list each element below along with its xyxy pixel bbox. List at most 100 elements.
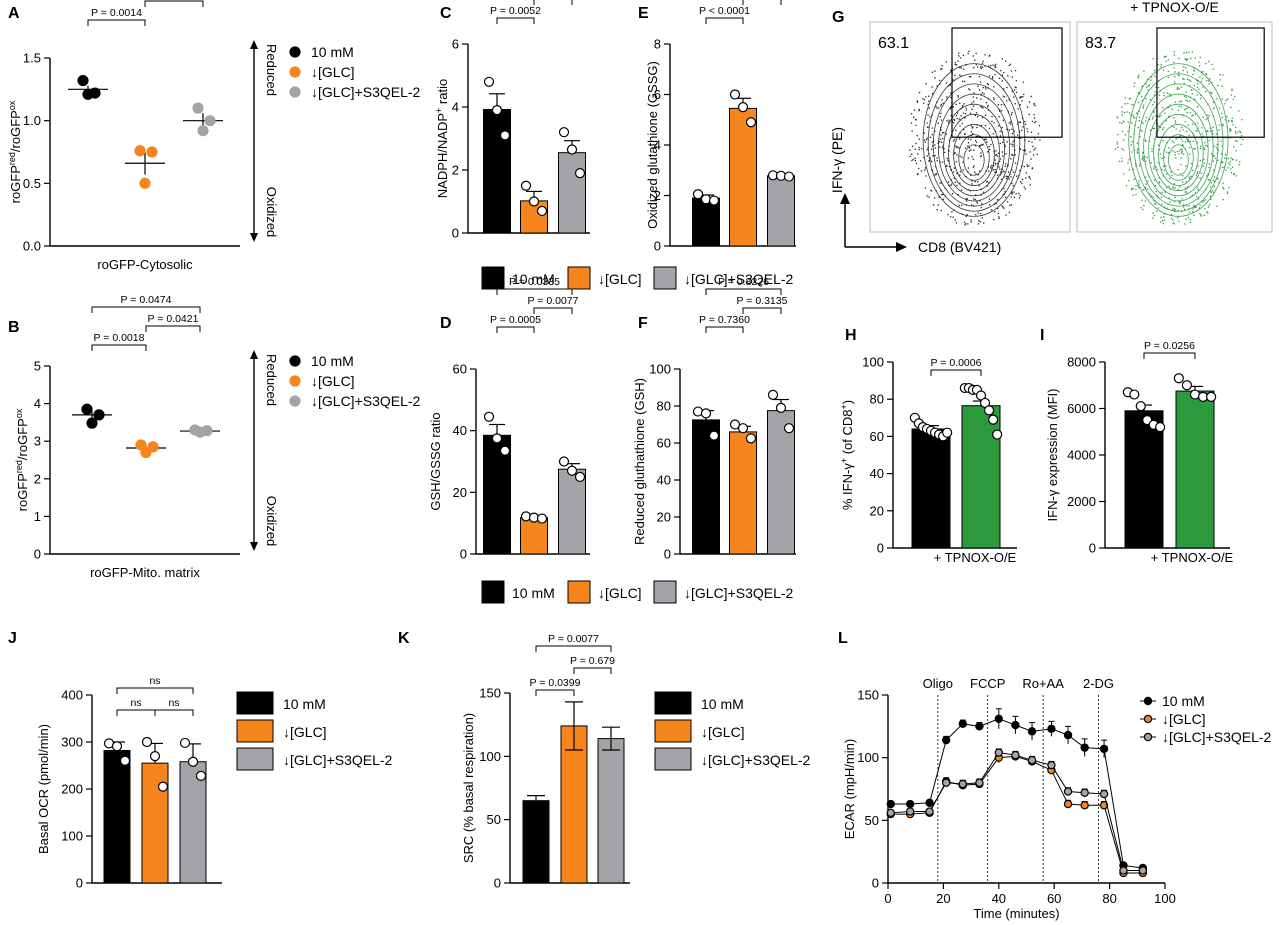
event-dot [973, 149, 975, 151]
event-dot [1169, 104, 1171, 106]
event-dot [1185, 96, 1188, 98]
event-dot [980, 212, 982, 215]
arrow-head [250, 233, 258, 242]
event-dot [970, 125, 973, 127]
significance-bracket [533, 0, 573, 5]
event-dot [1228, 187, 1230, 189]
legend-swatch [653, 580, 677, 604]
event-dot [916, 135, 918, 137]
event-dot [939, 161, 941, 163]
event-dot [1117, 117, 1119, 119]
y-axis-label-part: (of CD8 [840, 409, 855, 457]
event-dot [1130, 189, 1133, 191]
event-dot [1158, 182, 1160, 184]
event-dot [988, 198, 991, 200]
event-dot [980, 98, 982, 100]
significance-bracket [930, 369, 982, 376]
event-dot [1173, 201, 1176, 203]
event-dot [968, 150, 970, 152]
event-dot [1151, 118, 1154, 120]
event-dot [1222, 166, 1224, 169]
event-dot [1200, 172, 1202, 174]
event-dot [973, 100, 975, 103]
event-dot [1155, 132, 1157, 134]
event-dot [1227, 167, 1229, 169]
event-dot [1222, 182, 1224, 184]
event-dot [924, 141, 926, 143]
event-dot [934, 70, 936, 72]
data-point [195, 770, 207, 781]
event-dot [940, 209, 942, 212]
event-dot [919, 160, 922, 162]
data-point [994, 714, 1004, 724]
event-dot [948, 119, 950, 121]
event-dot [1162, 69, 1165, 71]
data-point [942, 427, 953, 438]
arrow-head [250, 542, 258, 551]
data-point [975, 778, 984, 787]
event-dot [953, 167, 956, 169]
event-dot [951, 211, 953, 213]
data-point [82, 88, 94, 100]
event-dot [990, 167, 992, 169]
event-dot [1210, 182, 1213, 184]
significance-bracket [496, 17, 535, 24]
event-dot [980, 144, 982, 146]
event-dot [1025, 177, 1027, 179]
event-dot [1008, 129, 1011, 131]
significance-bracket [91, 344, 147, 351]
event-dot [958, 147, 960, 149]
event-dot [981, 203, 983, 205]
event-dot [1033, 103, 1035, 105]
event-dot [998, 166, 1000, 168]
event-dot [997, 125, 1000, 127]
event-dot [1008, 211, 1011, 214]
event-dot [1187, 124, 1189, 126]
event-dot [1163, 216, 1165, 218]
data-point [194, 426, 206, 438]
event-dot [994, 66, 996, 69]
event-dot [1152, 58, 1154, 60]
event-dot [953, 177, 956, 179]
event-dot [1173, 61, 1175, 64]
event-dot [986, 141, 988, 143]
event-dot [1137, 126, 1139, 129]
event-dot [1180, 157, 1182, 159]
event-dot [1141, 155, 1144, 157]
event-dot [1028, 165, 1030, 167]
event-dot [976, 135, 979, 138]
event-dot [1019, 104, 1021, 106]
event-dot [1188, 176, 1190, 178]
event-dot [1151, 150, 1153, 153]
data-point [745, 117, 757, 128]
event-dot [981, 62, 984, 64]
event-dot [1013, 96, 1015, 98]
event-dot [976, 201, 978, 203]
event-dot [1179, 186, 1181, 188]
data-point [1063, 799, 1073, 809]
contour [927, 73, 1021, 212]
event-dot [1192, 208, 1194, 210]
event-dot [921, 147, 923, 150]
event-dot [925, 175, 927, 177]
event-dot [954, 62, 957, 64]
event-dot [1206, 175, 1208, 177]
event-dot [1189, 177, 1191, 180]
y-tick-label: 2 [654, 188, 661, 203]
event-dot [1175, 138, 1177, 140]
event-dot [980, 66, 982, 68]
event-dot [975, 214, 977, 216]
bar [692, 419, 720, 555]
event-dot [1011, 193, 1013, 195]
event-dot [1161, 191, 1163, 194]
event-dot [957, 112, 959, 114]
event-dot [1168, 147, 1170, 149]
event-dot [1207, 179, 1209, 181]
event-dot [1212, 190, 1214, 192]
data-point [558, 456, 570, 467]
event-dot [996, 177, 999, 180]
event-dot [1173, 223, 1176, 225]
event-dot [1154, 202, 1156, 205]
